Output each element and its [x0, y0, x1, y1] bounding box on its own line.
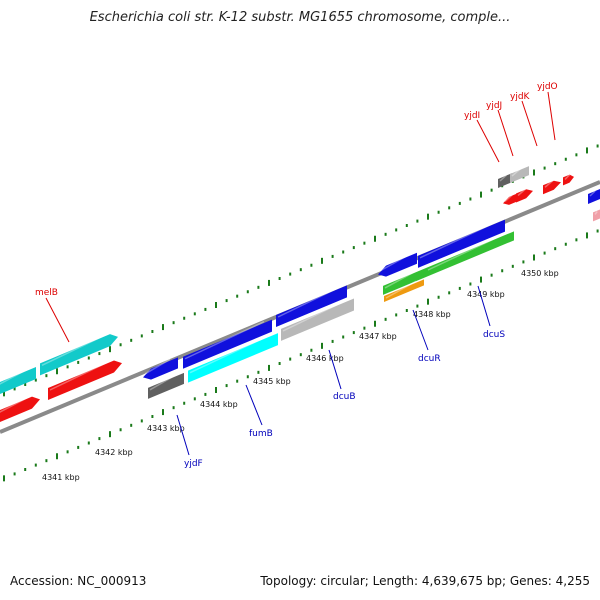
gene-cyan-left	[0, 367, 36, 394]
gene-melB-neighbour	[40, 334, 118, 376]
gene-yjdF-upper	[143, 357, 178, 380]
gene-edge-pink	[593, 209, 600, 222]
gene-edge-blue	[588, 189, 600, 204]
gene-label-yjdK[interactable]: yjdK	[510, 92, 531, 102]
tick-labels: 4341 kbp 4342 kbp 4343 kbp 4344 kbp 4345…	[42, 269, 559, 482]
gene-melB	[48, 360, 122, 400]
tick-label-4350: 4350 kbp	[521, 269, 559, 278]
gene-edge-blue-highlight	[589, 190, 596, 197]
gene-label-yjdF[interactable]: yjdF	[184, 459, 203, 469]
gene-yjdJ	[510, 166, 529, 183]
gene-dcuR-highlight	[385, 280, 417, 299]
tick-label-4342: 4342 kbp	[95, 448, 133, 457]
gene-fumB-upper	[183, 319, 272, 369]
gene-yjdF-highlight	[149, 374, 177, 391]
gene-yjdJ-highlight	[511, 167, 522, 177]
gene-dcuS-highlight	[427, 232, 507, 271]
gene-yjdF-upper-highlight	[144, 358, 171, 375]
gene-edge-pink-highlight	[594, 211, 598, 215]
gene-cyan-left-highlight	[0, 368, 29, 385]
gene-melB-left-highlight	[0, 394, 33, 413]
gene-dcuR-green-highlight	[384, 269, 419, 289]
tick-label-4347: 4347 kbp	[359, 332, 397, 341]
gene-yjdO-highlight	[564, 174, 571, 180]
gene-fumB-upper-highlight	[184, 320, 265, 360]
gene-melB-highlight	[49, 358, 115, 391]
inner-tick-ruler	[3, 229, 599, 482]
gene-dcuS-upper-highlight	[419, 220, 498, 259]
gene-yjdI-red-highlight	[504, 194, 513, 202]
tick-label-4348: 4348 kbp	[413, 310, 451, 319]
gene-label-dcuS[interactable]: dcuS	[483, 330, 505, 340]
gene-fumB	[188, 333, 278, 383]
outer-tick-ruler	[3, 144, 599, 397]
gene-dcuR-upper-highlight	[379, 254, 410, 272]
gene-yjdI-red	[503, 193, 518, 205]
accession-text: Accession: NC_000913	[10, 574, 147, 588]
gene-labels: melB yjdI yjdJ yjdK yjdO yjdF fumB dcuB …	[35, 82, 558, 469]
gene-yjdJ-red-highlight	[517, 187, 527, 197]
gene-yjdO	[563, 174, 574, 186]
gene-label-fumB[interactable]: fumB	[249, 429, 273, 439]
gene-yjdF	[148, 372, 184, 399]
gene-label-leaders	[45, 91, 556, 456]
gene-dcuB-upper-highlight	[277, 286, 340, 318]
gene-dcuB-upper	[276, 285, 347, 327]
tick-label-4344: 4344 kbp	[200, 400, 238, 409]
tick-label-4345: 4345 kbp	[253, 377, 291, 386]
gene-label-yjdO[interactable]: yjdO	[537, 82, 558, 92]
gene-melB-left	[0, 396, 40, 422]
gene-fumB-highlight	[189, 334, 271, 374]
gene-label-melB[interactable]: melB	[35, 288, 58, 298]
gene-label-dcuB[interactable]: dcuB	[333, 392, 356, 402]
gene-dcuR	[384, 279, 424, 302]
tick-label-4346: 4346 kbp	[306, 354, 344, 363]
tick-label-4341: 4341 kbp	[42, 473, 80, 482]
feature-track	[0, 166, 600, 422]
gene-dcuB-highlight	[282, 299, 347, 332]
gene-yjdJ-red	[516, 189, 533, 203]
gene-yjdK	[543, 180, 561, 195]
gene-dcuS-upper	[418, 219, 505, 268]
gene-label-yjdI[interactable]: yjdI	[464, 111, 480, 121]
gene-dcuR-green	[383, 268, 426, 295]
gene-yjdI-highlight	[499, 174, 507, 182]
gene-dcuR-upper	[378, 252, 417, 277]
gene-dcuB	[281, 298, 354, 341]
gene-dcuS	[426, 231, 514, 277]
map-title: Escherichia coli str. K-12 substr. MG165…	[89, 10, 511, 25]
gene-melB-neighbour-highlight	[41, 332, 111, 367]
gene-label-yjdJ[interactable]: yjdJ	[486, 101, 502, 111]
gene-yjdK-highlight	[544, 179, 555, 188]
tick-label-4349: 4349 kbp	[467, 290, 505, 299]
gene-yjdI	[498, 173, 512, 188]
gene-label-dcuR[interactable]: dcuR	[418, 354, 441, 364]
genome-stats-text: Topology: circular; Length: 4,639,675 bp…	[260, 574, 590, 588]
tick-label-4343: 4343 kbp	[147, 424, 185, 433]
